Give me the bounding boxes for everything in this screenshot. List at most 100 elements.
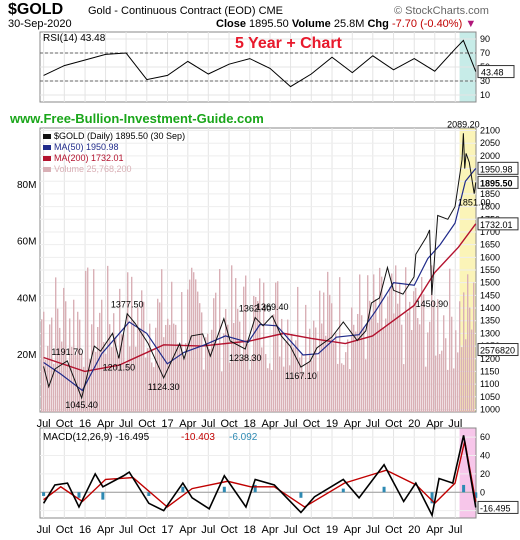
volume-bar [149, 323, 151, 412]
volume-bar [461, 347, 463, 412]
instrument-title: Gold - Continuous Contract (EOD) [88, 5, 256, 17]
price-value-box [477, 343, 519, 357]
volume-bar [289, 365, 291, 412]
chart-overlay-title: 5 Year + Chart [235, 35, 343, 52]
volume-bar [139, 328, 141, 412]
volume-bar [169, 324, 171, 412]
volume-bar [431, 265, 433, 412]
volume-bar [329, 294, 331, 412]
volume-bar [227, 324, 229, 412]
x-tick-label: 19 [326, 418, 338, 430]
macd-tick-label: 40 [480, 451, 490, 461]
volume-bar [363, 326, 365, 412]
macd-legend: MACD(12,26,9) -16.495 [43, 432, 150, 443]
volume-bar [471, 329, 473, 412]
volume-bar [321, 323, 323, 412]
brand-watermark: © StockCharts.com [394, 5, 489, 17]
x-tick-label: Apr [97, 524, 114, 536]
price-value-box [477, 175, 519, 189]
volume-bar [353, 324, 355, 412]
price-value-box [477, 217, 519, 231]
volume-bar [137, 307, 139, 412]
x-tick-label: Oct [220, 418, 237, 430]
volume-bar [89, 359, 91, 412]
x-tick-label: Apr [426, 524, 443, 536]
volume-bar [337, 363, 339, 412]
volume-bar [209, 349, 211, 412]
volume-bar [435, 355, 437, 412]
price-annotation: 1045.40 [65, 400, 98, 410]
price-annotation: 1362.40 [239, 304, 272, 314]
volume-bar [69, 318, 71, 412]
volume-bar [125, 363, 127, 412]
volume-bar [161, 269, 163, 412]
macd-histogram-bar [341, 488, 345, 493]
macd-frame [39, 427, 477, 519]
volume-bar [201, 312, 203, 412]
volume-bar [47, 345, 49, 412]
price-tick-label: 1500 [480, 278, 500, 288]
volume-bar [307, 362, 309, 412]
volume-bar [153, 367, 155, 412]
x-tick-label: Jul [37, 418, 51, 430]
price-right-label: 2576820 [480, 346, 515, 356]
x-tick-label: 18 [244, 418, 256, 430]
volume-bar [447, 369, 449, 412]
macd-value-box [477, 500, 519, 514]
volume-bar [285, 342, 287, 412]
volume-bar [275, 282, 277, 412]
volume-bar [375, 299, 377, 412]
price-tick-label: 1850 [480, 189, 500, 199]
volume-bar [123, 334, 125, 412]
volume-bar [443, 315, 445, 412]
x-tick-label: Jul [366, 418, 380, 430]
volume-bar [367, 275, 369, 412]
price-tick-label: 1400 [480, 303, 500, 313]
ma200-legend-swatch [43, 156, 51, 161]
x-tick-label: Oct [56, 418, 73, 430]
macd-histogram-bar [77, 492, 81, 498]
volume-bar [249, 369, 251, 412]
volume-bar [185, 343, 187, 412]
rsi-tick-label: 70 [480, 48, 490, 58]
macd-last-value: -16.495 [480, 503, 511, 513]
x-tick-label: Apr [261, 418, 278, 430]
volume-bar [45, 359, 47, 412]
volume-bar [53, 363, 55, 412]
volume-bar [167, 318, 169, 412]
volume-bar [287, 319, 289, 412]
x-tick-label: Apr [97, 418, 114, 430]
volume-bar [403, 364, 405, 412]
volume-bar [373, 274, 375, 412]
price-line [43, 133, 477, 400]
macd-histogram-bar [147, 492, 151, 496]
volume-bar [393, 313, 395, 412]
macd-highlight [459, 428, 476, 518]
volume-bar [61, 341, 63, 412]
volume-bar [427, 332, 429, 412]
x-tick-label: Jul [37, 524, 51, 536]
volume-bar [229, 362, 231, 412]
volume-bar [221, 371, 223, 412]
volume-bar [383, 327, 385, 412]
volume-bar [273, 314, 275, 412]
quote-date: 30-Sep-2020 [8, 18, 72, 30]
macd-histogram-bar [101, 492, 105, 500]
volume-bar [271, 369, 273, 412]
x-tick-label: 20 [408, 418, 420, 430]
volume-bar [293, 347, 295, 412]
volume-bar [159, 302, 161, 412]
volume-bar [357, 313, 359, 412]
volume-bar [417, 318, 419, 412]
x-tick-label: Jul [201, 418, 215, 430]
volume-bar [203, 369, 205, 412]
volume-bar [333, 343, 335, 412]
volume-bar [165, 324, 167, 412]
chg-label: Chg [367, 18, 389, 30]
volume-bar [387, 296, 389, 412]
macd-histogram-bar [253, 484, 257, 493]
volume-bar [257, 300, 259, 412]
price-tick-label: 2000 [480, 151, 500, 161]
volume-bar [211, 329, 213, 412]
